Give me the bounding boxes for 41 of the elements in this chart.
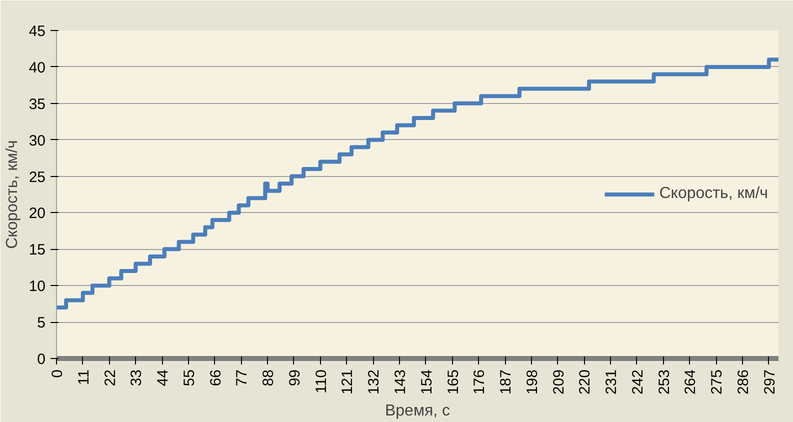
- x-tick-label: 0: [49, 370, 66, 378]
- x-tick-label: 88: [260, 369, 278, 386]
- y-tick-label: 15: [28, 242, 46, 259]
- x-tick-label: 11: [75, 369, 92, 386]
- x-tick-label: 66: [207, 369, 224, 386]
- x-tick-label: 242: [629, 369, 646, 395]
- x-tick-label: 22: [102, 369, 119, 386]
- x-tick-label: 220: [576, 369, 594, 395]
- x-tick-label: 176: [471, 369, 488, 395]
- x-tick-label: 187: [498, 369, 515, 395]
- x-tick-label: 286: [735, 369, 752, 395]
- y-tick-label: 35: [28, 96, 46, 113]
- x-tick-label: 44: [154, 369, 172, 386]
- x-tick-label: 77: [234, 369, 251, 386]
- y-tick-label: 20: [28, 205, 46, 222]
- y-tick-label: 40: [28, 59, 46, 76]
- x-tick-label: 132: [366, 369, 383, 395]
- x-tick-label: 99: [286, 369, 304, 386]
- x-tick-label: 198: [524, 369, 541, 395]
- y-tick-label: 5: [37, 314, 46, 332]
- legend-label: Скорость, км/ч: [659, 185, 768, 203]
- x-tick-label: 275: [708, 369, 726, 395]
- x-tick-label: 264: [682, 369, 700, 395]
- x-axis-title: Время, с: [384, 402, 450, 420]
- x-tick-label: 253: [656, 369, 673, 395]
- x-tick-label: 154: [418, 369, 436, 395]
- y-tick-label: 25: [28, 168, 46, 186]
- y-tick-label: 45: [28, 23, 46, 40]
- x-tick-label: 110: [312, 369, 330, 394]
- y-axis-title: Скорость, км/ч: [4, 140, 21, 249]
- x-tick-label: 165: [444, 369, 462, 395]
- x-tick-label: 33: [128, 369, 146, 386]
- x-tick-label: 231: [603, 369, 620, 395]
- x-tick-label: 143: [392, 369, 410, 395]
- x-tick-label: 297: [761, 369, 778, 395]
- x-tick-label: 55: [180, 369, 198, 386]
- y-tick-label: 0: [37, 351, 46, 368]
- x-tick-label: 121: [339, 369, 356, 395]
- y-tick-label: 10: [28, 278, 46, 296]
- y-tick-label: 30: [28, 132, 46, 150]
- x-tick-label: 209: [550, 369, 568, 395]
